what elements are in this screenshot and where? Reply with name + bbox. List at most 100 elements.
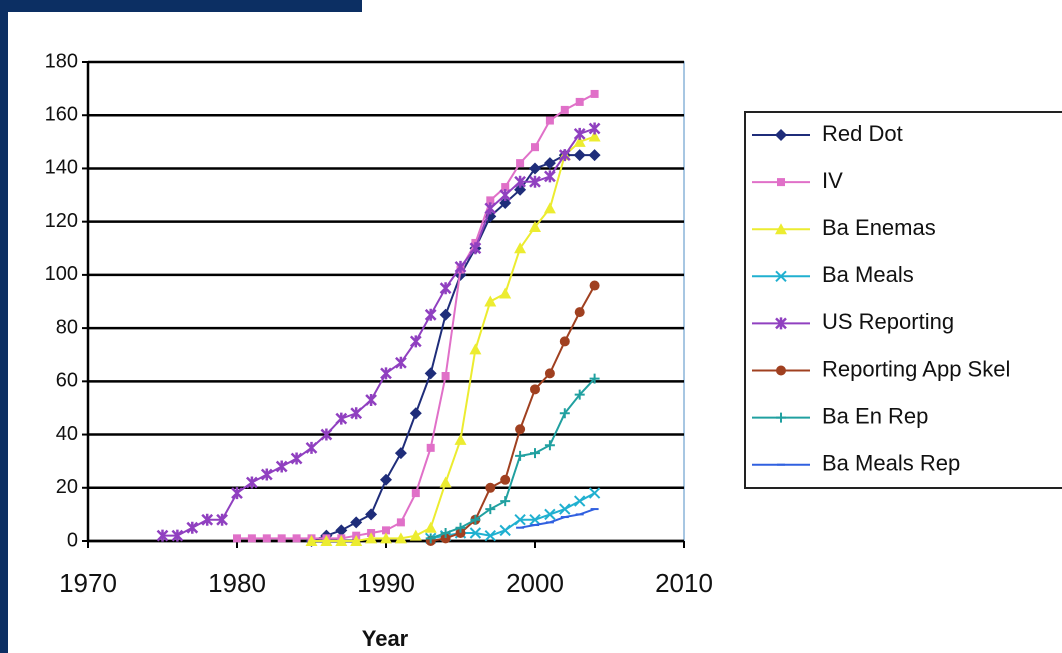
data-point [499, 287, 512, 299]
legend-label: Ba Meals [822, 262, 914, 287]
data-point [233, 534, 241, 543]
data-point [573, 495, 586, 507]
data-point [409, 529, 422, 541]
data-point [531, 143, 539, 152]
data-point [409, 335, 422, 348]
data-point [411, 489, 420, 498]
data-point [499, 524, 511, 537]
data-point [350, 516, 363, 529]
data-point [395, 356, 407, 369]
data-point [588, 149, 601, 162]
data-point [530, 384, 540, 395]
y-tick-label: 60 [56, 370, 78, 392]
data-point [574, 389, 585, 400]
legend-marker [775, 317, 787, 330]
legend [744, 111, 1062, 489]
x-axis-label: Year [362, 626, 409, 651]
y-tick-label: 80 [56, 316, 78, 338]
x-tick-label: 2010 [655, 568, 713, 598]
data-point [440, 528, 451, 539]
data-point [409, 407, 422, 420]
data-point [290, 452, 303, 465]
data-point [380, 473, 392, 486]
data-point [544, 170, 556, 183]
data-point [380, 532, 392, 544]
data-point [589, 373, 600, 384]
data-point [575, 97, 584, 106]
legend-label: Red Dot [822, 121, 903, 146]
data-point [350, 407, 363, 420]
data-point [394, 447, 407, 460]
data-point [396, 518, 405, 527]
data-point [469, 343, 482, 355]
legend-label: Ba En Rep [822, 403, 928, 428]
data-point [485, 504, 496, 515]
data-point [262, 534, 271, 543]
data-point [292, 534, 301, 543]
data-point [382, 526, 390, 535]
data-point [335, 535, 348, 546]
data-point [305, 441, 318, 454]
data-point [543, 157, 556, 170]
data-point [500, 496, 511, 507]
y-tick-label: 140 [45, 157, 78, 179]
data-point [484, 529, 497, 542]
data-point [588, 487, 601, 499]
data-point [277, 534, 286, 543]
data-point [424, 308, 437, 321]
data-point [544, 440, 555, 451]
data-point [425, 533, 436, 544]
data-point [544, 508, 556, 521]
x-tick-label: 1970 [59, 568, 117, 598]
legend-marker [776, 365, 786, 376]
data-point [514, 175, 526, 188]
y-tick-label: 180 [45, 50, 78, 72]
data-point [186, 521, 199, 534]
data-point [499, 197, 512, 210]
x-tick-label: 1980 [208, 568, 266, 598]
data-point [515, 450, 526, 461]
y-tick-label: 120 [45, 210, 78, 232]
data-point [320, 428, 333, 441]
data-point [440, 533, 451, 544]
legend-marker [777, 178, 785, 187]
data-point [544, 368, 555, 379]
data-point [573, 127, 586, 140]
data-point [559, 408, 570, 419]
data-point [335, 412, 348, 425]
data-point [171, 529, 184, 542]
y-tick-label: 100 [45, 263, 78, 285]
data-point [454, 260, 467, 273]
data-point [485, 482, 496, 493]
data-point [439, 476, 452, 488]
legend-marker [776, 412, 786, 423]
data-point [350, 535, 363, 546]
y-tick-label: 0 [67, 529, 78, 551]
legend-label: Ba Enemas [822, 215, 936, 240]
data-point [469, 242, 482, 255]
data-point [514, 514, 526, 526]
data-point [573, 135, 586, 147]
data-point [470, 514, 481, 525]
data-point [499, 189, 512, 202]
data-point [455, 522, 466, 533]
data-point [305, 535, 318, 546]
data-point [201, 513, 214, 526]
data-point [529, 162, 541, 175]
data-point [515, 424, 526, 435]
data-point [247, 534, 256, 543]
y-tick-label: 40 [56, 423, 78, 445]
data-point [365, 508, 378, 521]
data-point [516, 159, 525, 168]
data-point [469, 527, 482, 539]
legend-marker [775, 270, 787, 283]
legend-label: Ba Meals Rep [822, 451, 960, 476]
data-point [246, 476, 258, 489]
data-point [590, 89, 599, 98]
data-point [424, 521, 437, 533]
data-point [529, 514, 541, 526]
y-tick-label: 160 [45, 104, 78, 126]
data-point [394, 532, 407, 544]
data-point [335, 524, 348, 537]
